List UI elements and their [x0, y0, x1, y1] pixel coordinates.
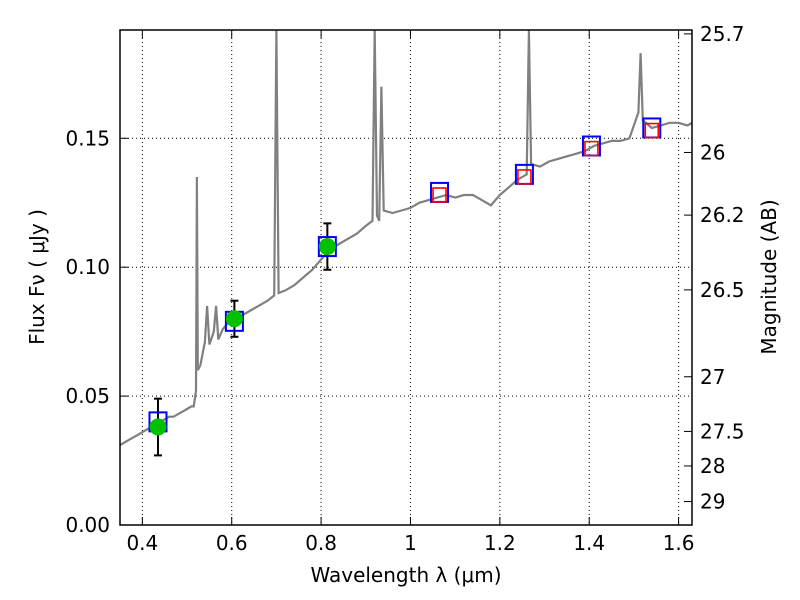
y-tick-label: 0.00: [65, 513, 110, 537]
x-tick-label: 1: [404, 531, 417, 555]
x-tick-label: 1.6: [663, 531, 695, 555]
observed-photometry-point: [225, 310, 243, 328]
x-tick-label: 0.8: [305, 531, 337, 555]
mag-tick-label: 27.5: [700, 419, 745, 443]
x-tick-label: 0.6: [216, 531, 248, 555]
upper-limit-marker: [584, 140, 599, 157]
y2-axis-label: Magnitude (AB): [757, 199, 781, 354]
x-axis-label: Wavelength λ (μm): [310, 563, 501, 587]
mag-tick-label: 26: [700, 140, 725, 164]
plot-frame: [119, 29, 693, 526]
y-axis-label: Flux Fν ( μJy ): [25, 209, 49, 345]
grid-layer: [120, 30, 692, 526]
y-tick-label: 0.05: [65, 384, 110, 408]
upper-limit-marker: [644, 122, 660, 139]
data-layer: [120, 30, 692, 457]
y-tick-label: 0.10: [65, 255, 110, 279]
mag-tick-label: 27: [700, 365, 725, 389]
x-tick-label: 1.2: [484, 531, 516, 555]
x-tick-label: 1.4: [573, 531, 605, 555]
y-tick-label: 0.15: [65, 126, 110, 150]
mag-tick-label: 25.7: [700, 22, 745, 46]
mag-tick-label: 26.5: [700, 278, 745, 302]
mag-tick-label: 29: [700, 490, 725, 514]
observed-photometry-point: [149, 418, 167, 436]
observed-photometry-point: [318, 238, 336, 256]
mag-tick-label: 28: [700, 454, 725, 478]
x-tick-label: 0.4: [126, 531, 158, 555]
mag-tick-label: 26.2: [700, 203, 745, 227]
spectrum-line: [120, 30, 692, 447]
upper-limit-marker: [517, 169, 532, 185]
clipped-data: [120, 30, 692, 457]
upper-limit-marker: [432, 187, 447, 203]
tick-layer: 0.4 0.6 0.8 1 1.2 1.4 1.6 0.00 0.05 0.10 0.15 25.7 2…: [65, 22, 744, 555]
